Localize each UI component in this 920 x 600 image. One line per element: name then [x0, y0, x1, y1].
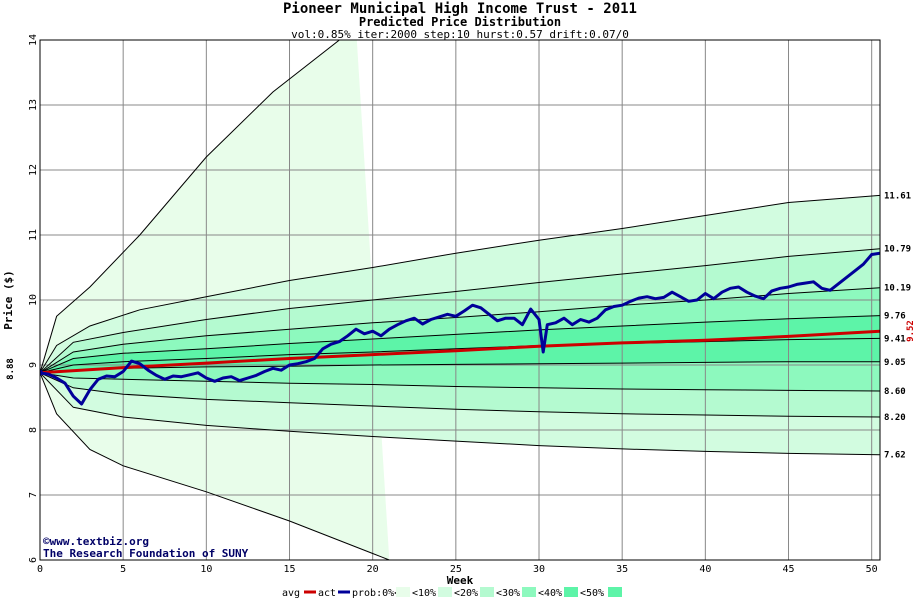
- legend-label-act: act: [318, 588, 336, 599]
- curve-end-label: 11.61: [884, 191, 911, 201]
- y-tick-label: 14: [28, 34, 39, 46]
- legend-label-band-2: <20%: [454, 588, 478, 599]
- legend-swatch-band-1: [438, 587, 452, 597]
- plot-clipped: [40, 40, 880, 560]
- percentile-curve-5: [40, 337, 880, 374]
- legend-label-band-1: <10%: [412, 588, 436, 599]
- curve-end-label: 10.79: [884, 245, 911, 255]
- y-tick-label: 13: [28, 99, 39, 111]
- legend-swatch-band-4: [564, 587, 578, 597]
- curve-end-label: 10.19: [884, 284, 911, 294]
- x-tick-label: 15: [283, 564, 295, 575]
- legend-swatch-band-3: [522, 587, 536, 597]
- x-tick-label: 10: [200, 564, 212, 575]
- percentile-curve-4: [40, 315, 880, 374]
- y-tick-label: 12: [28, 164, 39, 176]
- legend-label-band-5: <50%: [580, 588, 604, 599]
- y-tick-label: 7: [28, 492, 39, 498]
- probability-band-4: [40, 315, 880, 373]
- legend-swatch-band-0: [396, 587, 410, 597]
- percentile-curve-7: [40, 372, 880, 392]
- curve-end-label: 7.62: [884, 451, 906, 461]
- x-tick-label: 50: [866, 564, 878, 575]
- curve-end-label: 9.05: [884, 358, 906, 368]
- x-tick-label: 45: [782, 564, 794, 575]
- simulation-params: vol:0.85% iter:2000 step:10 hurst:0.57 d…: [291, 28, 629, 41]
- percentile-curve-2: [40, 248, 880, 374]
- chart-subtitle: Predicted Price Distribution: [359, 15, 561, 29]
- avg-series-line: [40, 329, 880, 375]
- end-average-label: 9.52: [906, 320, 916, 342]
- x-tick-label: 20: [367, 564, 379, 575]
- act-series-line: [40, 251, 880, 406]
- percentile-curve-10: [40, 372, 390, 560]
- y-tick-label: 6: [28, 557, 39, 563]
- legend-swatch-band-2: [480, 587, 494, 597]
- percentile-curve-3: [40, 287, 880, 374]
- legend-label-band-4: <40%: [538, 588, 562, 599]
- plot-frame: [39, 39, 881, 561]
- legend-swatch-band-5: [608, 587, 622, 597]
- chart-title: Pioneer Municipal High Income Trust - 20…: [283, 1, 637, 17]
- curve-end-label: 8.20: [884, 413, 906, 423]
- legend-label-band-0: prob:0%<: [352, 588, 400, 599]
- start-point: [40, 369, 43, 376]
- percentile-curve-1: [40, 194, 880, 374]
- percentile-curve-9: [40, 372, 880, 456]
- percentile-curve-0: [40, 40, 341, 373]
- x-axis-label: Week: [447, 574, 474, 587]
- legend-label-avg: avg: [282, 588, 300, 599]
- x-tick-label: 5: [120, 564, 126, 575]
- y-axis-label: Price ($): [2, 270, 15, 330]
- credit-site: ©www.textbiz.org: [43, 535, 149, 548]
- credit-organization: The Research Foundation of SUNY: [43, 547, 249, 560]
- x-tick-label: 0: [37, 564, 43, 575]
- x-tick-label: 30: [533, 564, 545, 575]
- legend-label-band-3: <30%: [496, 588, 520, 599]
- percentile-curve-8: [40, 372, 880, 418]
- curve-end-label: 9.41: [884, 334, 906, 344]
- legend: avg act prob:0%< <10% <20% <30% <40% <50%: [282, 587, 622, 599]
- y-tick-label: 8: [28, 427, 39, 433]
- y-tick-label: 10: [28, 294, 39, 306]
- curve-end-label: 8.60: [884, 387, 906, 397]
- y-tick-label: 11: [28, 229, 39, 241]
- y-tick-label: 9: [28, 362, 39, 368]
- x-tick-label: 25: [450, 564, 462, 575]
- x-tick-label: 35: [616, 564, 628, 575]
- start-price-label: 8.88: [6, 358, 16, 380]
- x-tick-label: 40: [699, 564, 711, 575]
- plot-area: 0 5 10 15 20 25 30 35 40 45 50 6 7 8 9 10 11 12 13 14 11.61 1…: [28, 34, 911, 575]
- curve-end-label: 9.76: [884, 312, 906, 322]
